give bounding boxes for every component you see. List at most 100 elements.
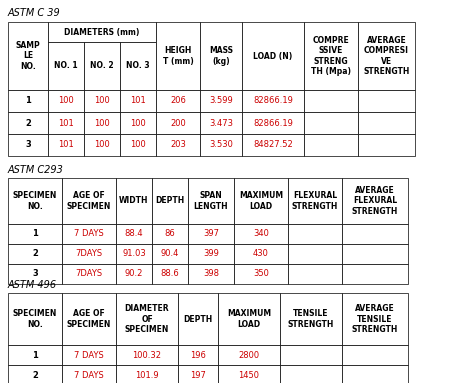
Bar — [280, 345, 342, 365]
Text: DEPTH: DEPTH — [183, 314, 213, 324]
Bar — [234, 178, 288, 224]
Text: 86: 86 — [164, 229, 175, 239]
Text: 196: 196 — [190, 350, 206, 360]
Text: 100: 100 — [58, 97, 74, 105]
Bar — [304, 90, 358, 112]
Bar — [84, 112, 120, 134]
Text: 100: 100 — [130, 141, 146, 149]
Bar — [242, 112, 304, 134]
Text: COMPRE
SSIVE
STRENG
TH (Mpa): COMPRE SSIVE STRENG TH (Mpa) — [311, 36, 351, 76]
Bar — [152, 178, 188, 224]
Bar — [8, 178, 62, 224]
Bar — [62, 293, 116, 345]
Text: 399: 399 — [203, 249, 219, 259]
Text: 2: 2 — [25, 118, 31, 128]
Bar — [242, 90, 304, 112]
Text: NO. 3: NO. 3 — [126, 62, 150, 70]
Text: 203: 203 — [170, 141, 186, 149]
Bar — [116, 293, 178, 345]
Bar — [242, 134, 304, 156]
Text: 88.4: 88.4 — [125, 229, 143, 239]
Text: 7 DAYS: 7 DAYS — [74, 229, 104, 239]
Text: 206: 206 — [170, 97, 186, 105]
Bar — [342, 293, 408, 345]
Text: FLEXURAL
STRENGTH: FLEXURAL STRENGTH — [292, 191, 338, 211]
Text: 101: 101 — [58, 141, 74, 149]
Bar — [200, 134, 242, 156]
Text: 100.32: 100.32 — [133, 350, 162, 360]
Text: NO. 1: NO. 1 — [54, 62, 78, 70]
Bar — [62, 365, 116, 383]
Bar — [156, 90, 200, 112]
Text: NO. 2: NO. 2 — [90, 62, 114, 70]
Bar — [342, 244, 408, 264]
Bar — [156, 112, 200, 134]
Text: 1: 1 — [32, 350, 38, 360]
Bar — [342, 178, 408, 224]
Text: MAXIMUM
LOAD: MAXIMUM LOAD — [239, 191, 283, 211]
Text: 91.03: 91.03 — [122, 249, 146, 259]
Text: 197: 197 — [190, 370, 206, 380]
Text: 100: 100 — [130, 118, 146, 128]
Text: 101: 101 — [58, 118, 74, 128]
Text: 90.4: 90.4 — [161, 249, 179, 259]
Bar — [234, 264, 288, 284]
Bar — [48, 134, 84, 156]
Text: 82866.19: 82866.19 — [253, 118, 293, 128]
Text: SPAN
LENGTH: SPAN LENGTH — [194, 191, 228, 211]
Text: 200: 200 — [170, 118, 186, 128]
Bar — [62, 244, 116, 264]
Text: 1450: 1450 — [238, 370, 259, 380]
Text: 3: 3 — [32, 270, 38, 278]
Bar — [304, 22, 358, 90]
Bar — [120, 112, 156, 134]
Bar — [304, 134, 358, 156]
Bar — [116, 345, 178, 365]
Bar — [8, 112, 48, 134]
Bar — [120, 42, 156, 90]
Text: SPECIMEN
NO.: SPECIMEN NO. — [13, 191, 57, 211]
Bar — [342, 365, 408, 383]
Bar — [234, 244, 288, 264]
Text: 84827.52: 84827.52 — [253, 141, 293, 149]
Text: 3.530: 3.530 — [209, 141, 233, 149]
Bar — [116, 244, 152, 264]
Bar — [280, 293, 342, 345]
Bar — [178, 293, 218, 345]
Bar — [62, 224, 116, 244]
Bar — [8, 22, 48, 90]
Bar — [116, 178, 152, 224]
Text: 88.6: 88.6 — [161, 270, 179, 278]
Text: LOAD (N): LOAD (N) — [254, 51, 292, 61]
Text: AGE OF
SPECIMEN: AGE OF SPECIMEN — [67, 309, 111, 329]
Text: 1: 1 — [25, 97, 31, 105]
Bar — [200, 112, 242, 134]
Text: 90.2: 90.2 — [125, 270, 143, 278]
Bar — [178, 365, 218, 383]
Bar — [234, 224, 288, 244]
Bar — [8, 224, 62, 244]
Bar — [288, 244, 342, 264]
Bar — [84, 90, 120, 112]
Text: SAMP
LE
NO.: SAMP LE NO. — [16, 41, 40, 71]
Bar — [218, 365, 280, 383]
Bar — [358, 90, 415, 112]
Text: 397: 397 — [203, 229, 219, 239]
Text: ASTM 496: ASTM 496 — [8, 280, 57, 290]
Text: 350: 350 — [253, 270, 269, 278]
Bar — [116, 264, 152, 284]
Bar — [188, 224, 234, 244]
Text: WIDTH: WIDTH — [119, 196, 149, 206]
Text: HEIGH
T (mm): HEIGH T (mm) — [163, 46, 193, 66]
Bar — [242, 22, 304, 90]
Bar — [152, 264, 188, 284]
Text: MASS
(kg): MASS (kg) — [209, 46, 233, 66]
Text: AGE OF
SPECIMEN: AGE OF SPECIMEN — [67, 191, 111, 211]
Bar — [200, 22, 242, 90]
Text: 100: 100 — [94, 97, 110, 105]
Text: DIAMETERS (mm): DIAMETERS (mm) — [64, 28, 140, 36]
Bar — [8, 264, 62, 284]
Bar — [358, 112, 415, 134]
Bar — [342, 224, 408, 244]
Text: 430: 430 — [253, 249, 269, 259]
